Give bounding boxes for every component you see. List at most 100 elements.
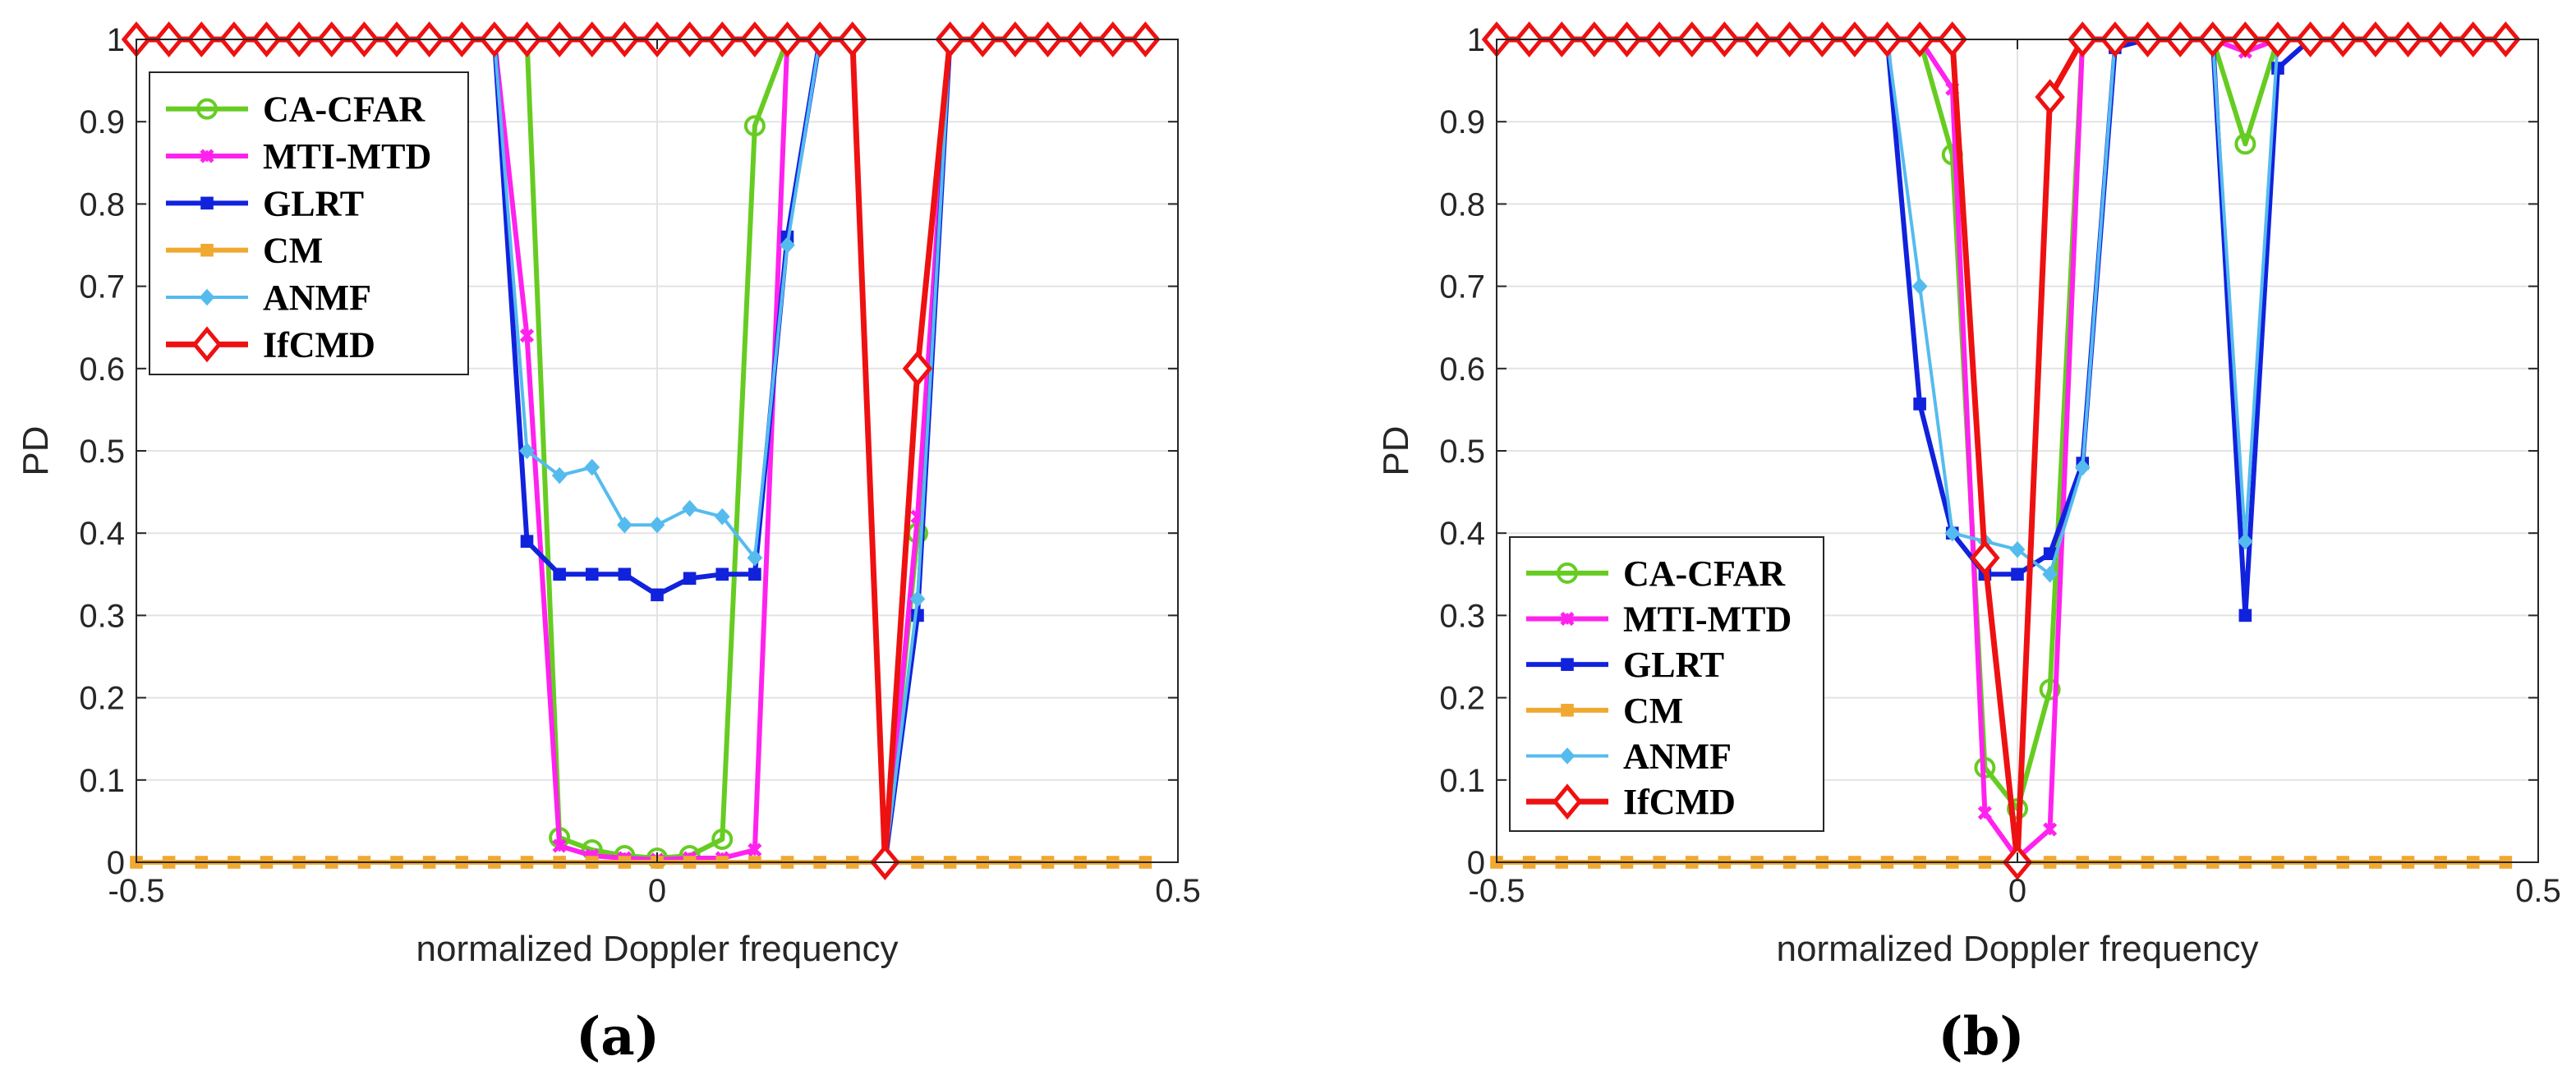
legend-marker xyxy=(200,243,214,257)
legend-entry-anmf: ANMF xyxy=(1526,737,1732,777)
data-point xyxy=(1977,806,1992,820)
data-point xyxy=(651,588,664,602)
legend-box xyxy=(1509,536,1824,832)
data-point xyxy=(902,350,933,387)
y-tick-label: 0.1 xyxy=(1439,763,1485,799)
data-point xyxy=(715,567,729,581)
legend-box xyxy=(149,71,469,375)
x-axis-label: normalized Doppler frequency xyxy=(1777,929,2259,969)
chart-panel-a: 00.10.20.30.40.50.60.70.80.91-0.5 0 0.5nor… xyxy=(16,21,1201,969)
legend: CA-CFAR MTI-MTD GLRT CM ANMF IfCMD xyxy=(1509,536,1824,832)
legend-marker xyxy=(1559,747,1576,765)
data-point xyxy=(743,115,766,137)
y-tick-label: 0.1 xyxy=(79,763,125,799)
y-tick-label: 0.2 xyxy=(79,681,125,717)
data-point xyxy=(551,466,568,485)
y-tick-label: 0.2 xyxy=(1439,681,1485,717)
data-point xyxy=(2074,458,2091,476)
legend-marker xyxy=(191,326,223,363)
data-point xyxy=(519,442,535,460)
data-point xyxy=(2042,566,2058,583)
legend-label: MTI-MTD xyxy=(1623,599,1792,640)
data-point xyxy=(747,549,763,567)
data-point xyxy=(2238,532,2253,550)
legend-marker xyxy=(200,149,214,163)
y-tick-label: 0.9 xyxy=(1439,104,1485,140)
data-point xyxy=(584,458,600,476)
legend-label: ANMF xyxy=(1623,737,1732,777)
legend-entry-glrt: GLRT xyxy=(1526,645,1724,685)
legend-label: CM xyxy=(263,231,323,271)
x-tick-label: -0.5 xyxy=(1469,873,1525,909)
legend-label: MTI-MTD xyxy=(263,136,431,177)
x-tick-label: 0 xyxy=(648,873,666,909)
legend-entry-cm: CM xyxy=(1526,691,1683,731)
chart-panel-b: 00.10.20.30.40.50.60.70.80.91-0.5 0 0.5nor… xyxy=(1376,21,2561,969)
data-point xyxy=(1911,278,1928,295)
y-tick-label: 0.8 xyxy=(79,186,125,223)
legend-marker xyxy=(1561,704,1574,717)
legend-entry-cm: CM xyxy=(166,231,323,271)
legend-marker xyxy=(1560,611,1575,627)
legend-entry-glrt: GLRT xyxy=(166,183,364,223)
legend-marker xyxy=(196,98,218,120)
legend-entry-mti-mtd: MTI-MTD xyxy=(166,136,431,177)
panel-label: (a) xyxy=(576,1006,660,1068)
data-point xyxy=(520,535,534,549)
data-point xyxy=(1913,397,1926,411)
data-point xyxy=(649,516,665,534)
legend: CA-CFAR MTI-MTD GLRT CM ANMF IfCMD xyxy=(149,71,469,375)
legend-label: CA-CFAR xyxy=(263,90,426,130)
data-point xyxy=(2039,678,2061,700)
legend-entry-ca-cfar: CA-CFAR xyxy=(166,90,426,130)
data-point xyxy=(2043,822,2058,837)
y-tick-label: 0.5 xyxy=(79,434,125,470)
legend-label: IfCMD xyxy=(263,324,375,365)
y-tick-label: 0.7 xyxy=(1439,269,1485,305)
y-axis-label: PD xyxy=(16,425,56,475)
legend-marker xyxy=(199,288,215,306)
x-tick-label: 0 xyxy=(2008,873,2026,909)
data-point xyxy=(2011,567,2024,581)
data-point xyxy=(1970,540,2000,576)
legend-entry-mti-mtd: MTI-MTD xyxy=(1526,599,1792,640)
y-tick-label: 0.9 xyxy=(79,104,125,140)
legend-entry-anmf: ANMF xyxy=(166,278,371,318)
data-point xyxy=(748,843,762,857)
legend-entry-ca-cfar: CA-CFAR xyxy=(1526,553,1786,594)
y-tick-label: 0.4 xyxy=(1439,516,1485,552)
y-tick-label: 0.5 xyxy=(1439,434,1485,470)
data-point xyxy=(519,328,535,343)
legend-marker xyxy=(200,196,214,210)
legend-label: IfCMD xyxy=(1623,782,1736,822)
data-point xyxy=(780,237,795,254)
data-point xyxy=(682,499,697,517)
legend-entry-ifcmd: IfCMD xyxy=(166,324,375,365)
data-point xyxy=(683,572,697,586)
y-axis-label: PD xyxy=(1376,425,1416,475)
data-point xyxy=(2035,79,2065,116)
y-tick-label: 0.3 xyxy=(1439,598,1485,634)
data-point xyxy=(2238,609,2252,622)
legend-label: GLRT xyxy=(1623,645,1724,685)
y-tick-label: 0 xyxy=(107,845,125,881)
data-point xyxy=(585,567,599,581)
data-point xyxy=(618,567,632,581)
legend-marker xyxy=(1561,658,1574,671)
y-tick-label: 1 xyxy=(107,22,125,58)
data-point xyxy=(553,567,566,581)
data-point xyxy=(711,828,734,850)
data-point xyxy=(714,508,730,526)
legend-label: CA-CFAR xyxy=(1623,553,1786,594)
x-tick-label: 0.5 xyxy=(1155,873,1201,909)
legend-marker xyxy=(1552,783,1583,820)
y-tick-label: 0 xyxy=(1467,845,1485,881)
data-point xyxy=(1944,524,1961,542)
legend-label: ANMF xyxy=(263,278,371,318)
y-tick-label: 0.3 xyxy=(79,598,125,634)
legend-entry-ifcmd: IfCMD xyxy=(1526,782,1736,822)
data-point xyxy=(2234,133,2256,155)
data-point xyxy=(748,567,761,581)
data-point xyxy=(2009,540,2026,558)
legend-label: GLRT xyxy=(263,183,364,223)
